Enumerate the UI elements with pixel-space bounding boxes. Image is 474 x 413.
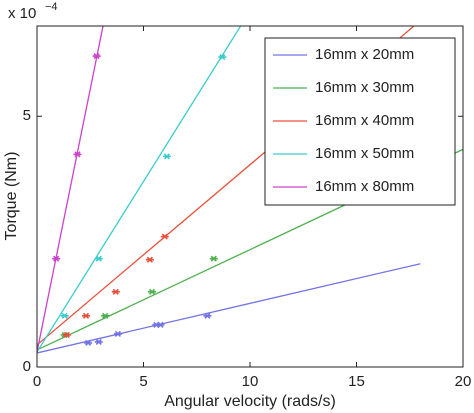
point [160,233,169,240]
point [209,255,218,262]
point [60,312,69,319]
point [92,53,101,60]
legend: 16mm x 20mm 16mm x 30mm 16mm x 40mm 16mm x … [264,37,456,206]
y-multiplier: x 10 [8,5,36,22]
x-tick-label: 15 [348,373,365,390]
legend-label: 16mm x 40mm [315,112,414,129]
legend-label: 16mm x 20mm [315,46,414,63]
point [111,288,120,295]
point [156,321,165,328]
point [81,312,90,319]
y-axis-label: Torque (Nm) [3,152,20,241]
point [148,288,157,295]
point [84,339,93,346]
x-tick-label: 10 [242,373,259,390]
x-tick-label: 20 [455,373,472,390]
fit-line [37,263,421,354]
point [94,255,103,262]
y-tick-label: 0 [23,358,31,375]
fit-line [37,26,104,353]
point [218,54,227,61]
point [52,255,61,262]
legend-label: 16mm x 30mm [315,79,414,96]
fit-line [37,26,242,353]
point [101,312,110,319]
point [73,151,82,158]
point [145,256,154,263]
x-tick-label: 0 [33,373,41,390]
point [113,330,122,337]
y-multiplier-exponent: −4 [45,1,58,13]
legend-label: 16mm x 80mm [315,178,414,195]
point [62,331,71,338]
point [162,153,171,160]
x-tick-label: 5 [139,373,147,390]
legend-label: 16mm x 50mm [315,145,414,162]
point [203,312,212,319]
y-tick-label: 5 [23,107,31,124]
x-axis-label: Angular velocity (rads/s) [164,393,336,410]
point [94,338,103,345]
